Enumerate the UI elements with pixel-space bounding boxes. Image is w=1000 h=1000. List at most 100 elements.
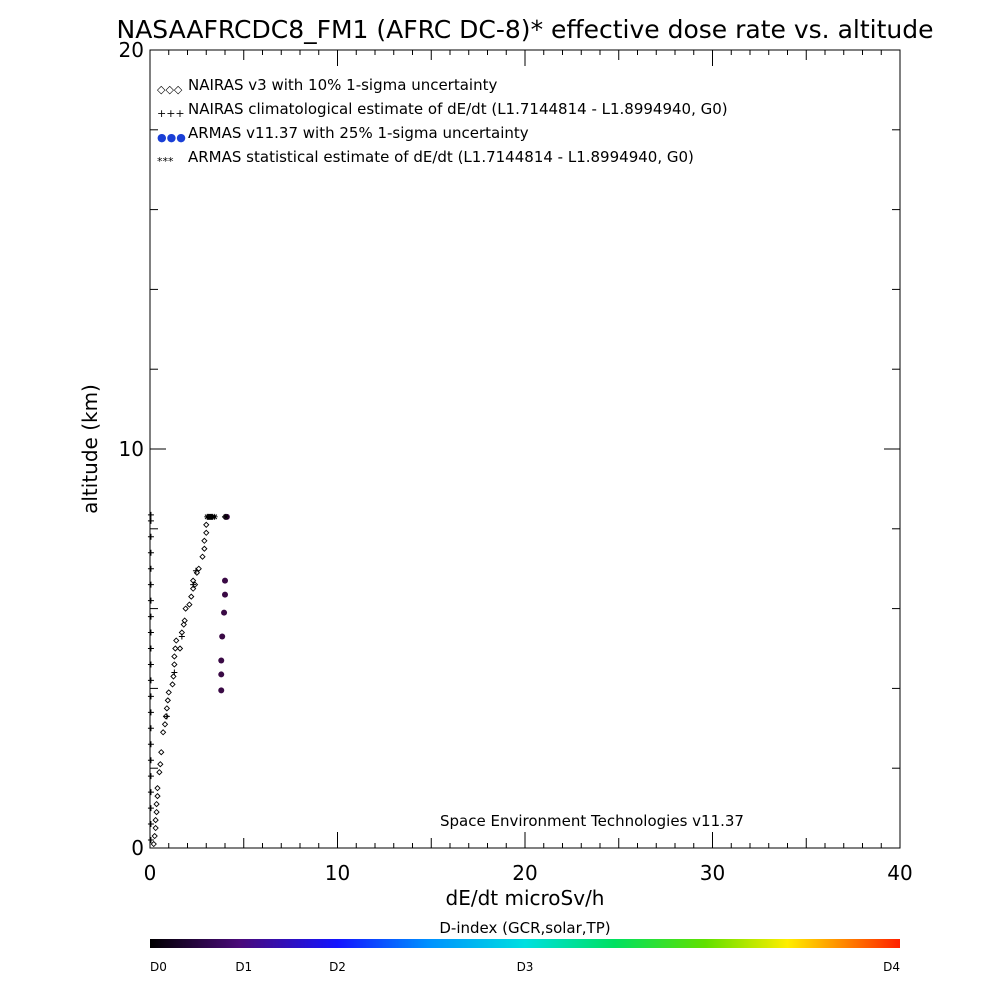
armas-point <box>218 671 225 678</box>
nairas-v3-point <box>203 521 210 528</box>
nairas-v3-point <box>172 645 179 652</box>
armas-point <box>218 657 225 664</box>
data-points <box>147 511 230 848</box>
nairas-v3-point <box>201 537 208 544</box>
colorbar <box>150 939 900 948</box>
armas-point <box>218 687 225 694</box>
nairas-climatological-point <box>147 613 154 620</box>
armas-statistical-point <box>211 513 218 520</box>
nairas-v3-point <box>171 653 178 660</box>
nairas-v3-point <box>152 816 159 824</box>
nairas-v3-point <box>182 605 189 612</box>
chart-title: NASAAFRCDC8_FM1 (AFRC DC-8)* effective d… <box>117 15 934 44</box>
armas-point <box>219 633 226 640</box>
armas-point <box>222 577 228 584</box>
nairas-climatological-point <box>147 757 154 764</box>
nairas-climatological-point <box>147 597 154 604</box>
nairas-v3-point <box>173 637 180 644</box>
nairas-v3-point <box>199 553 206 560</box>
nairas-climatological-point <box>147 549 154 556</box>
nairas-climatological-point <box>147 837 154 844</box>
armas-statistical-point <box>222 513 229 520</box>
nairas-v3-point <box>162 713 170 720</box>
nairas-v3-point <box>163 705 171 712</box>
nairas-v3-point <box>171 661 178 668</box>
nairas-climatological-point <box>147 581 154 588</box>
colorbar-labels: D0 D1 D2 D3 D4 <box>150 960 900 974</box>
nairas-climatological-point <box>147 533 154 540</box>
colorbar-label: D1 <box>235 960 252 974</box>
nairas-v3-point <box>180 621 187 628</box>
colorbar-label: D3 <box>517 960 534 974</box>
nairas-v3-point <box>161 721 169 728</box>
nairas-climatological-point <box>163 713 170 720</box>
nairas-climatological-point <box>178 633 185 640</box>
nairas-v3-point <box>176 645 184 652</box>
nairas-v3-point <box>152 824 159 832</box>
credit-annotation: Space Environment Technologies v11.37 <box>440 812 744 830</box>
nairas-climatological-point <box>147 773 154 780</box>
nairas-v3-point <box>156 769 163 776</box>
nairas-v3-point <box>153 808 160 816</box>
legend-label: ARMAS statistical estimate of dE/dt (L1.… <box>188 148 694 166</box>
nairas-v3-point <box>165 689 172 696</box>
x-tick-label: 30 <box>700 861 725 885</box>
nairas-climatological-point <box>147 725 154 732</box>
y-tick-label: 20 <box>119 38 144 62</box>
legend-symbol: ●●● <box>157 131 186 144</box>
plot-frame <box>149 49 901 849</box>
legend-symbol: *** <box>157 155 174 168</box>
nairas-climatological-point <box>147 645 154 652</box>
x-tick-label: 40 <box>887 861 912 885</box>
nairas-v3-point <box>153 800 160 808</box>
nairas-v3-point <box>154 792 161 800</box>
nairas-climatological-point <box>147 805 154 812</box>
nairas-climatological-point <box>147 517 154 524</box>
tick-labels: 0 10 20 30 40 0 10 20 <box>119 38 913 885</box>
nairas-climatological-point <box>147 511 154 518</box>
nairas-climatological-point <box>147 821 154 828</box>
nairas-v3-point <box>169 681 176 688</box>
nairas-v3-point <box>203 529 210 536</box>
nairas-climatological-point <box>147 565 154 572</box>
legend-label: NAIRAS climatological estimate of dE/dt … <box>188 100 728 118</box>
legend-symbol: +++ <box>157 107 185 120</box>
nairas-v3-point <box>157 761 164 768</box>
x-tick-label: 10 <box>325 861 350 885</box>
nairas-climatological-point <box>192 567 199 574</box>
armas-point <box>221 609 228 616</box>
x-tick-label: 0 <box>144 861 157 885</box>
x-axis-label: dE/dt microSv/h <box>446 886 605 910</box>
nairas-climatological-point <box>147 789 154 796</box>
nairas-v3-point <box>181 617 188 624</box>
nairas-climatological-point <box>171 669 178 676</box>
nairas-climatological-point <box>147 741 154 748</box>
nairas-v3-point <box>158 749 165 756</box>
legend-symbol: ◇◇◇ <box>157 83 183 96</box>
y-axis-label: altitude (km) <box>78 384 102 514</box>
nairas-v3-point <box>159 729 167 736</box>
nairas-v3-point <box>193 569 201 576</box>
nairas-v3-point <box>186 601 193 608</box>
legend: ◇◇◇ NAIRAS v3 with 10% 1-sigma uncertaint… <box>157 76 728 168</box>
legend-label: ARMAS v11.37 with 25% 1-sigma uncertaint… <box>188 124 529 142</box>
nairas-v3-point <box>164 697 171 704</box>
y-tick-label: 10 <box>119 437 144 461</box>
nairas-climatological-point <box>147 709 154 716</box>
nairas-v3-point <box>154 785 161 792</box>
nairas-climatological-point <box>190 581 197 588</box>
colorbar-label: D2 <box>329 960 346 974</box>
nairas-v3-point <box>189 585 197 592</box>
colorbar-label: D4 <box>883 960 900 974</box>
nairas-v3-point <box>195 565 202 572</box>
colorbar-title: D-index (GCR,solar,TP) <box>439 919 610 937</box>
nairas-v3-point <box>188 593 195 600</box>
nairas-climatological-point <box>147 677 154 684</box>
nairas-v3-point <box>201 545 208 552</box>
axis-ticks <box>149 49 901 849</box>
nairas-climatological-point <box>147 661 154 668</box>
nairas-v3-point <box>170 673 177 680</box>
colorbar-label: D0 <box>150 960 167 974</box>
nairas-v3-point <box>150 840 157 848</box>
